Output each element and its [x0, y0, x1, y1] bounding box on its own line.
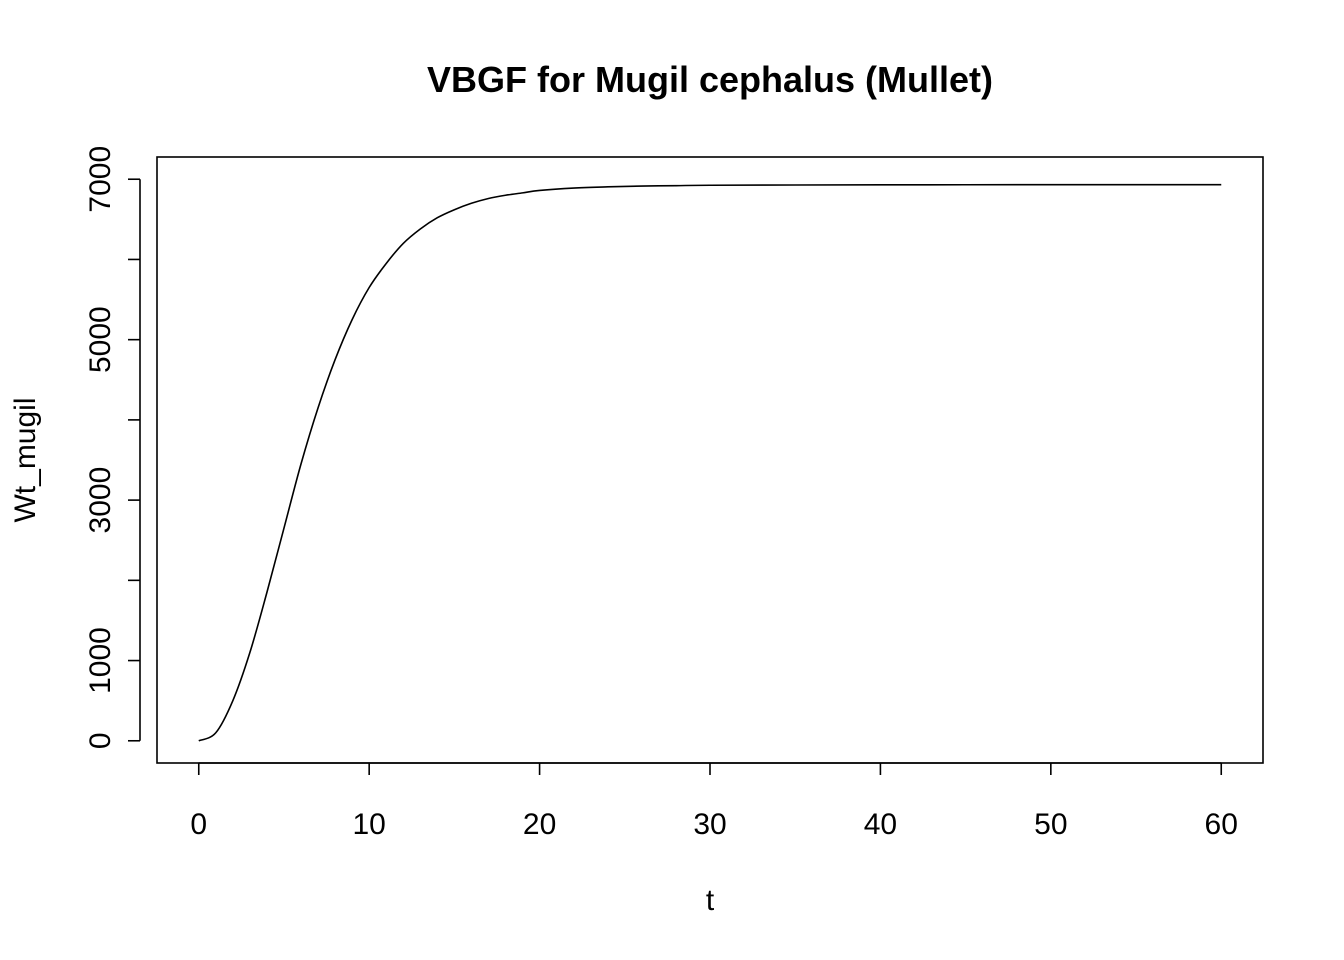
- x-tick-label: 20: [523, 808, 556, 841]
- y-tick-label: 0: [84, 732, 117, 749]
- plot-frame: [156, 156, 1264, 764]
- y-axis-label: Wt_mugil: [9, 397, 42, 522]
- x-tick-label: 10: [352, 808, 385, 841]
- y-tick-label: 3000: [84, 467, 117, 534]
- x-axis: 0 10 20 30 40 50 60: [190, 762, 1238, 841]
- x-tick-label: 40: [864, 808, 897, 841]
- y-tick-label: 1000: [84, 627, 117, 694]
- y-axis: 0 1000 3000 5000 7000: [84, 146, 141, 749]
- x-axis-label: t: [706, 884, 715, 917]
- y-tick-label: 5000: [84, 306, 117, 373]
- x-tick-label: 50: [1034, 808, 1067, 841]
- series-line: [198, 183, 1222, 742]
- x-tick-label: 0: [190, 808, 207, 841]
- x-tick-label: 30: [693, 808, 726, 841]
- x-tick-label: 60: [1205, 808, 1238, 841]
- y-tick-label: 7000: [84, 146, 117, 213]
- chart-title: VBGF for Mugil cephalus (Mullet): [427, 59, 993, 100]
